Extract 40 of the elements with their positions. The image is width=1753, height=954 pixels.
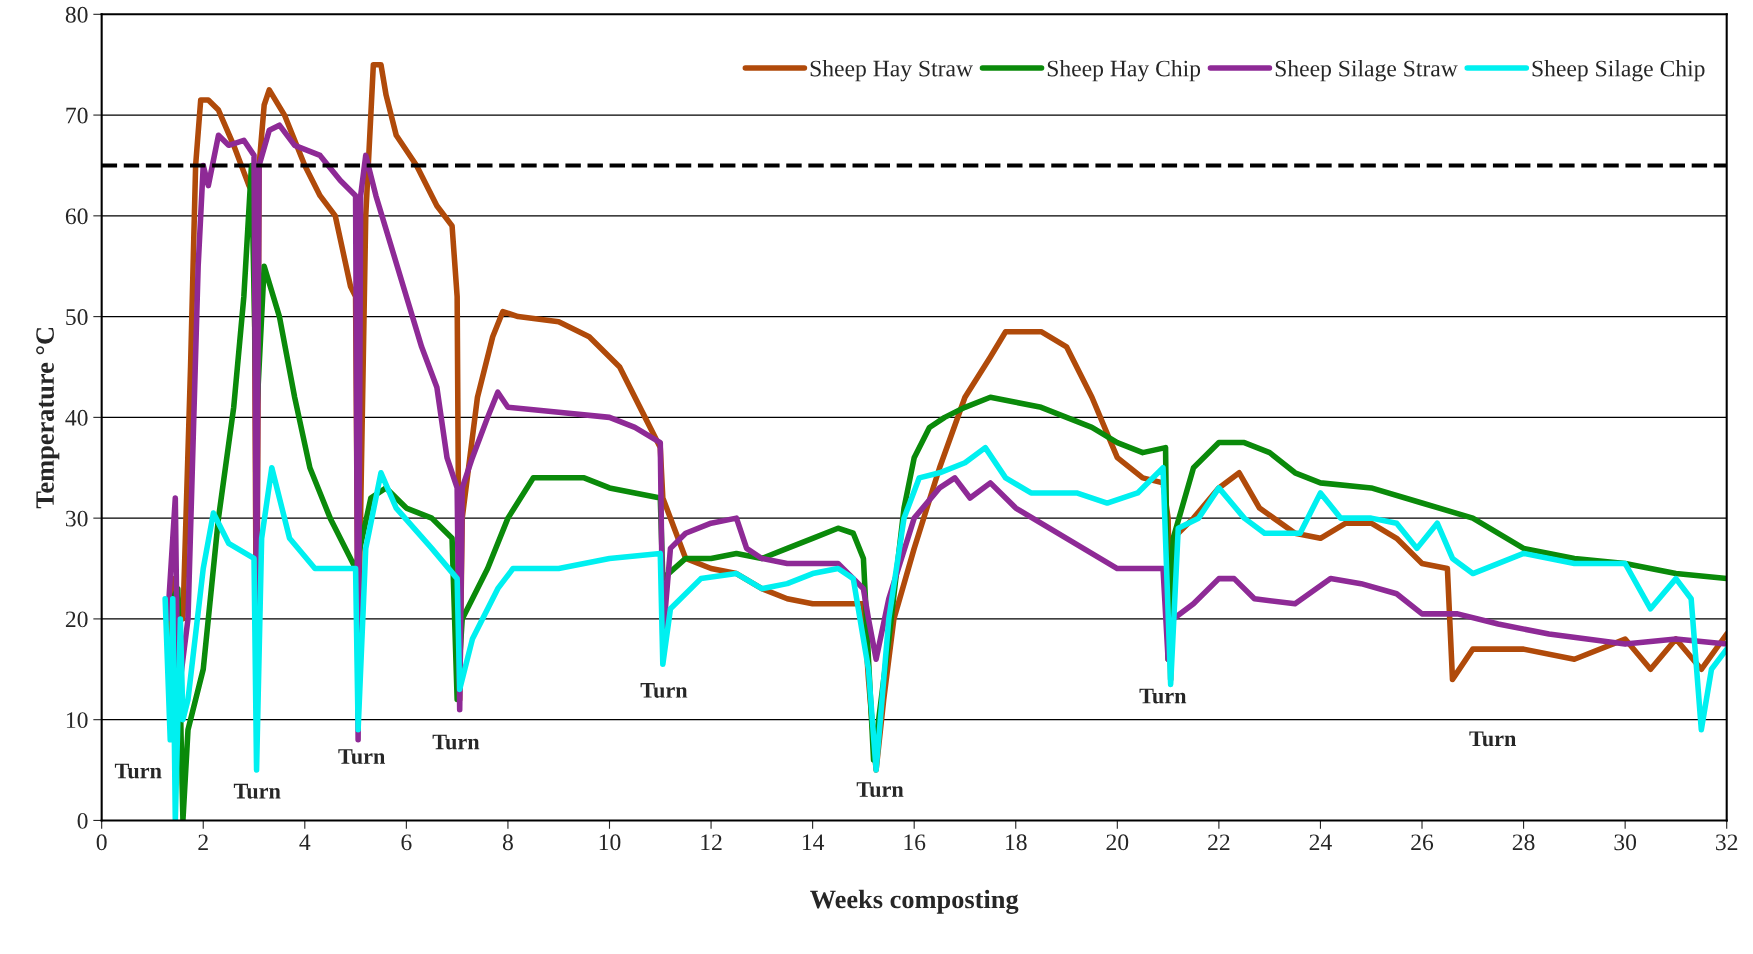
x-tick-label: 8	[502, 834, 513, 851]
x-tick-label: 20	[1106, 834, 1129, 851]
y-tick-label: 20	[65, 611, 88, 628]
x-tick-label: 26	[1411, 834, 1434, 851]
y-tick-label: 60	[65, 208, 88, 225]
legend-label: Sheep Hay Straw	[810, 59, 973, 82]
x-tick-label: 28	[1512, 834, 1535, 851]
annotation: Turn	[233, 783, 281, 799]
y-tick-label: 40	[65, 409, 88, 426]
x-axis-title: Weeks composting	[810, 889, 1019, 914]
x-tick-label: 4	[299, 834, 311, 851]
x-tick-label: 12	[701, 834, 722, 851]
y-tick-label: 70	[66, 107, 88, 124]
y-tick-label: 10	[66, 712, 88, 729]
x-tick-label: 0	[96, 834, 107, 851]
x-tick-label: 14	[802, 834, 825, 851]
annotation: Turn	[1139, 688, 1187, 704]
y-tick-label: 50	[66, 309, 88, 326]
x-tick-label: 16	[904, 834, 926, 851]
annotation: Turn	[432, 734, 480, 750]
x-tick-label: 30	[1614, 834, 1637, 851]
legend-label: Sheep Hay Chip	[1047, 59, 1201, 82]
legend-label: Sheep Silage Straw	[1275, 59, 1458, 82]
y-tick-label: 0	[77, 812, 88, 829]
x-tick-label: 10	[599, 834, 621, 851]
annotation: Turn	[114, 763, 162, 779]
annotation: Turn	[856, 782, 904, 798]
legend-label: Sheep Silage Chip	[1532, 59, 1705, 82]
annotation: Turn	[640, 683, 688, 698]
x-tick-label: 18	[1006, 834, 1027, 851]
y-axis-title: Temperature °C	[36, 327, 60, 509]
y-tick-label: 30	[66, 510, 88, 527]
annotation: Turn	[338, 749, 386, 764]
y-tick-label: 80	[65, 6, 88, 23]
annotation: Turn	[1469, 731, 1517, 747]
x-tick-label: 6	[401, 834, 412, 851]
x-tick-label: 32	[1716, 834, 1738, 851]
x-tick-label: 24	[1309, 834, 1332, 851]
x-tick-label: 2	[198, 834, 208, 851]
x-tick-label: 22	[1208, 834, 1230, 851]
